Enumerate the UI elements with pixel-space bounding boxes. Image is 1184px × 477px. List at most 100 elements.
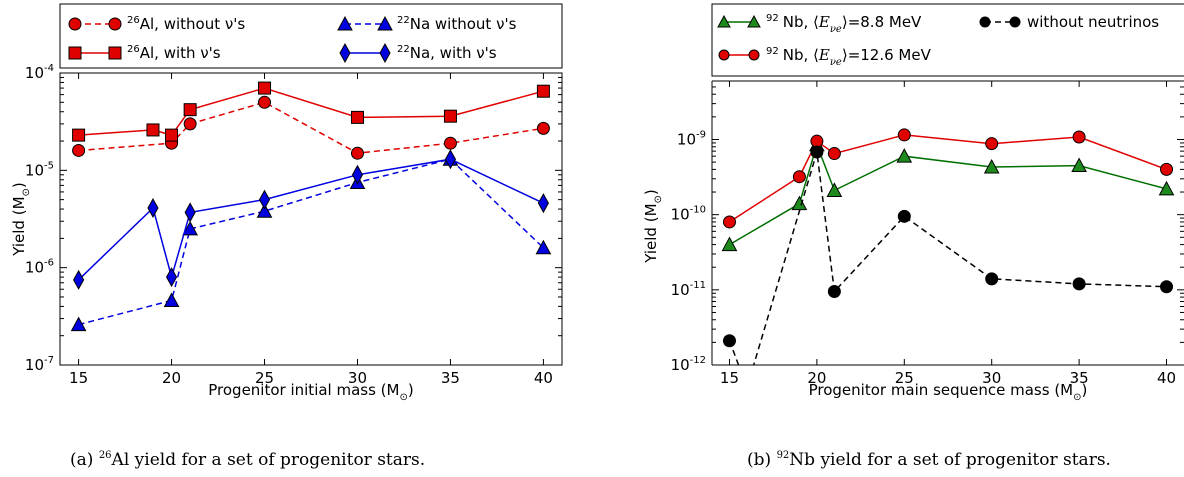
- data-point: [258, 81, 272, 95]
- data-point: [1071, 157, 1087, 173]
- legend-label: 92 Nb, ⟨Eνe⟩=12.6 MeV: [766, 46, 932, 68]
- legend-marker: [339, 42, 351, 64]
- data-point: [722, 334, 736, 348]
- legend-marker: [108, 17, 122, 31]
- data-point: [351, 164, 364, 185]
- data-point: [73, 269, 85, 290]
- data-point: [70, 316, 87, 332]
- x-tick-label: 25: [255, 369, 274, 387]
- data-point: [444, 149, 457, 170]
- data-point: [1160, 280, 1174, 294]
- data-point: [827, 285, 841, 299]
- data-point: [810, 134, 824, 148]
- data-point: [983, 158, 1000, 174]
- plot-frame-a: [59, 72, 563, 366]
- series-2: [722, 128, 1174, 229]
- x-tick-label: 25: [895, 369, 914, 387]
- data-point: [182, 220, 198, 236]
- legend-marker: [108, 46, 122, 60]
- legend-label: 22Na, with ν's: [397, 44, 497, 62]
- series-line: [78, 158, 544, 281]
- y-axis-label-b: Yield (M⊙): [642, 189, 664, 264]
- data-point: [826, 182, 843, 197]
- x-tick-label: 20: [807, 369, 826, 387]
- data-point: [184, 202, 196, 223]
- series-1: [721, 136, 1175, 252]
- data-point: [72, 143, 86, 157]
- data-point: [165, 128, 179, 142]
- legend-marker: [718, 49, 730, 61]
- y-tick-label: 10-7: [25, 355, 54, 374]
- series-3: [722, 145, 1174, 365]
- data-point: [985, 137, 999, 151]
- legend-label: 26Al, with ν's: [127, 44, 221, 62]
- data-point: [535, 239, 552, 255]
- legend-marker: [748, 49, 760, 61]
- data-point: [721, 236, 738, 252]
- data-point: [896, 148, 913, 163]
- series-line: [78, 158, 544, 326]
- data-point: [183, 117, 197, 131]
- data-point: [827, 147, 841, 161]
- data-point: [183, 103, 197, 117]
- data-point: [258, 95, 272, 109]
- legend-marker: [377, 15, 393, 31]
- data-point: [165, 267, 178, 288]
- data-point: [792, 170, 806, 184]
- data-point: [537, 193, 549, 214]
- panel-a: 15 20 25 30 35 40 10-7 10-6 10-5 10-4 Progenitor …: [10, 3, 563, 470]
- legend-label: 92 Nb, ⟨Eνe⟩=8.8 MeV: [766, 13, 922, 35]
- legend-label: without neutrinos: [1027, 13, 1159, 31]
- legend-label: 26Al, without ν's: [127, 15, 245, 33]
- x-tick-label: 15: [69, 369, 88, 387]
- x-tick-label: 35: [441, 369, 460, 387]
- data-point: [258, 189, 271, 210]
- data-point: [536, 121, 550, 135]
- y-axis-label-a: Yield (M⊙): [10, 182, 32, 257]
- data-point: [350, 146, 364, 160]
- x-tick-label: 40: [534, 369, 553, 387]
- legend-a: 26Al, without ν's 26Al, with ν's 22Na with…: [59, 3, 563, 69]
- y-tick-label: 10-10: [671, 205, 706, 224]
- y-tick-label: 10-4: [25, 63, 54, 82]
- y-tick-label: 10-11: [671, 280, 706, 299]
- data-point: [897, 128, 911, 142]
- data-point: [722, 215, 736, 229]
- data-point: [147, 197, 159, 219]
- x-tick-label: 35: [1070, 369, 1089, 387]
- series-2: [72, 81, 550, 142]
- data-point: [1072, 277, 1086, 291]
- series-1: [72, 95, 550, 160]
- x-tick-label: 30: [348, 369, 367, 387]
- legend-marker: [747, 14, 761, 28]
- data-point: [1072, 130, 1086, 144]
- data-point: [985, 272, 999, 286]
- data-point: [791, 195, 808, 211]
- x-tick-label: 20: [162, 369, 181, 387]
- data-point: [810, 145, 824, 159]
- x-axis-label-b: Progenitor main sequence mass (M⊙): [809, 381, 1088, 403]
- legend-marker: [979, 16, 991, 28]
- series-3: [70, 151, 552, 332]
- x-axis-label-a: Progenitor initial mass (M⊙): [208, 381, 413, 403]
- data-point: [443, 109, 457, 123]
- data-point: [443, 136, 457, 150]
- data-point: [72, 128, 86, 142]
- data-point: [897, 209, 911, 223]
- data-point: [146, 123, 160, 137]
- series-line: [728, 151, 1167, 365]
- y-tick-label: 10-12: [671, 355, 706, 374]
- legend-marker: [379, 42, 391, 64]
- y-tick-label: 10-5: [25, 160, 54, 179]
- data-point: [536, 84, 550, 98]
- data-point: [1160, 162, 1174, 176]
- series-line: [729, 134, 1167, 223]
- legend-marker: [337, 15, 353, 31]
- x-tick-label: 30: [982, 369, 1001, 387]
- legend-marker: [68, 46, 82, 60]
- data-point: [350, 110, 364, 124]
- x-tick-label: 15: [720, 369, 739, 387]
- y-tick-label: 10-9: [677, 129, 706, 148]
- legend-marker: [1009, 16, 1021, 28]
